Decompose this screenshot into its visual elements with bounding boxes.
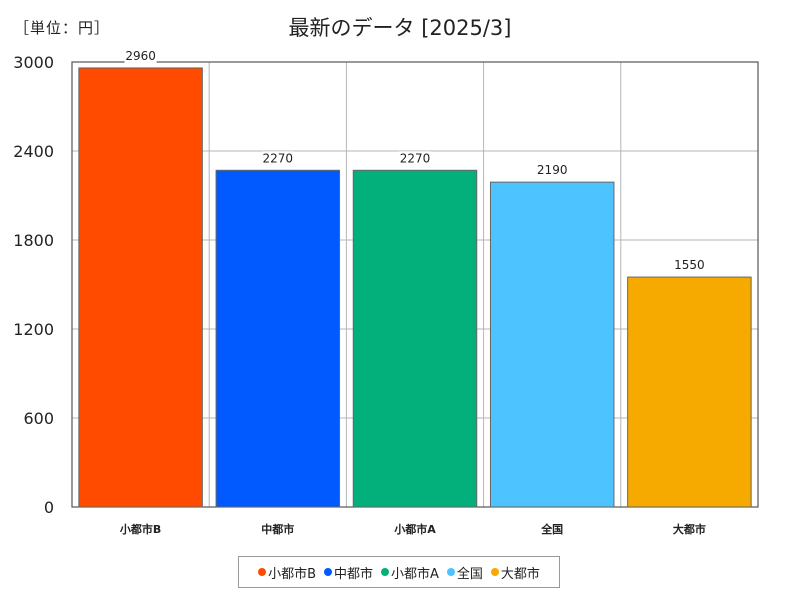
y-tick-label-4: 2400 [13,142,54,161]
chart-legend: 小都市B 中都市 小都市A 全国 大都市 [238,556,560,588]
y-tick-label-0: 0 [44,498,54,517]
unit-label: ［単位：円］ [14,19,111,37]
x-tick-label-1: 中都市 [261,522,294,536]
y-tick-label-5: 3000 [13,53,54,72]
data-label-bg-2 [399,151,431,166]
legend-item-0: 小都市B [258,563,316,582]
y-tick-label-2: 1200 [13,320,54,339]
data-label-bg-1 [261,151,294,166]
chart-title: 最新のデータ [2025/3] [288,16,512,40]
data-label-0: 2960 [125,49,156,63]
data-label-bg-3 [536,163,569,178]
data-label-bg-4 [673,258,706,273]
bar-1 [215,169,341,508]
bar-2 [352,169,478,508]
x-tick-label-0: 小都市B [119,522,161,536]
legend-label-2: 小都市A [391,566,439,582]
legend-swatch-4 [490,568,499,576]
y-tick-label-1: 600 [23,409,54,428]
bar-3 [489,181,615,508]
data-label-4: 1550 [674,258,705,272]
x-tick-label-4: 大都市 [673,522,706,536]
legend-item-1: 中都市 [323,563,373,582]
legend-label-1: 中都市 [333,566,373,582]
legend-label-0: 小都市B [268,566,316,582]
legend-item-2: 小都市A [381,563,439,582]
legend-label-3: 全国 [456,566,483,582]
legend-swatch-2 [381,568,389,576]
data-label-2: 2270 [400,151,431,165]
data-label-1: 2270 [263,151,294,165]
legend-item-4: 大都市 [490,563,540,582]
bar-0 [78,67,203,508]
x-tick-label-2: 小都市A [393,522,436,536]
x-tick-label-3: 全国 [540,522,563,536]
legend-swatch-0 [258,568,267,576]
y-tick-label-3: 1800 [13,231,54,250]
legend-item-3: 全国 [446,563,483,582]
legend-label-4: 大都市 [500,566,540,582]
legend-swatch-3 [446,568,455,576]
legend-swatch-1 [323,568,332,576]
bar-4 [627,276,752,508]
data-label-bg-0 [124,48,157,63]
data-label-3: 2190 [537,163,568,177]
